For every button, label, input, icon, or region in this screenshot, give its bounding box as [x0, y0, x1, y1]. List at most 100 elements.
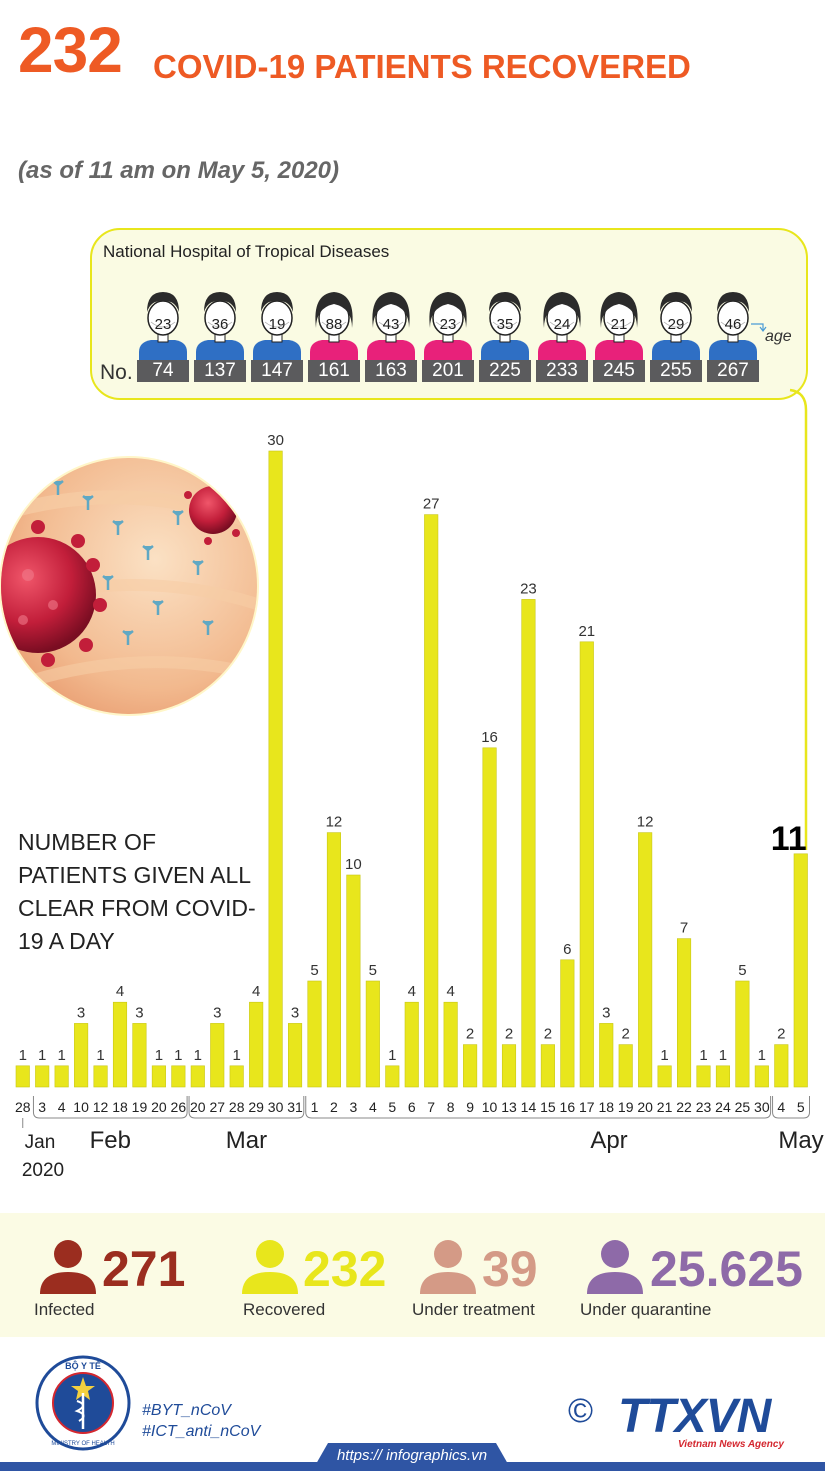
x-tick-label: 5 — [388, 1099, 396, 1115]
month-label: Jan — [25, 1132, 56, 1153]
bar-value-label: 4 — [446, 983, 454, 1000]
patient-age: 29 — [667, 316, 685, 333]
bar-value-label: 3 — [77, 1004, 85, 1021]
bar — [326, 832, 342, 1088]
month-label: Feb — [90, 1127, 131, 1154]
bar — [249, 1001, 264, 1088]
x-tick-label: 25 — [735, 1099, 751, 1115]
bar-value-label: 1 — [19, 1047, 27, 1064]
x-tick-label: 29 — [248, 1099, 264, 1115]
chart-caption: NUMBER OF PATIENTS GIVEN ALL CLEAR FROM … — [18, 829, 256, 954]
hashtag-byt: #BYT_nCoV — [142, 1402, 231, 1419]
patient-card: 46 267 — [707, 288, 759, 384]
bar — [715, 1065, 731, 1088]
person-icon — [242, 1240, 298, 1294]
x-tick-label: 30 — [754, 1099, 770, 1115]
x-tick-label: 5 — [797, 1099, 805, 1115]
patient-card: 21 245 — [593, 288, 645, 384]
x-tick-label: 1 — [311, 1099, 319, 1115]
bar-value-label: 21 — [578, 623, 595, 640]
patient-card: 19 147 — [251, 288, 303, 384]
stat-value: 39 — [482, 1241, 538, 1297]
virus-illustration — [0, 456, 259, 716]
patient-age: 43 — [382, 316, 400, 333]
year-label: 2020 — [22, 1160, 64, 1181]
x-tick-label: 18 — [598, 1099, 614, 1115]
bar — [190, 1065, 205, 1088]
bar-value-label: 1 — [155, 1047, 163, 1064]
bar — [307, 980, 322, 1088]
bar-value-label: 3 — [135, 1004, 143, 1021]
month-bracket — [305, 1096, 772, 1119]
month-bracket — [32, 1096, 188, 1119]
bar — [15, 1065, 30, 1088]
patient-number: 201 — [422, 360, 474, 382]
bar — [346, 874, 361, 1088]
bar-value-label: 1 — [233, 1047, 241, 1064]
stat-label: Under treatment — [412, 1300, 535, 1319]
month-label: May — [778, 1127, 823, 1154]
stats-band — [0, 1213, 825, 1337]
patient-age: 36 — [211, 316, 229, 333]
patient-card: 88 161 — [308, 288, 360, 384]
bar — [112, 1001, 128, 1088]
stat-value: 25.625 — [650, 1241, 803, 1297]
patient-card: 24 233 — [536, 288, 588, 384]
x-tick-label: 28 — [229, 1099, 245, 1115]
bar — [404, 1001, 419, 1088]
logo-bottom-text: MINISTRY OF HEALTH — [51, 1441, 114, 1447]
x-tick-label: 4 — [58, 1099, 66, 1115]
month-bracket — [188, 1096, 305, 1119]
bar — [132, 1023, 147, 1088]
footer-tab — [312, 1443, 512, 1471]
bar — [151, 1065, 166, 1088]
x-tick-label: 26 — [171, 1099, 187, 1115]
bar — [54, 1065, 69, 1088]
x-tick-label: 10 — [482, 1099, 498, 1115]
x-tick-label: 18 — [112, 1099, 128, 1115]
headline-subtitle: (as of 11 am on May 5, 2020) — [18, 157, 340, 184]
bar-value-label: 7 — [680, 920, 688, 937]
bar — [618, 1044, 633, 1088]
bar — [171, 1065, 186, 1088]
hashtag-ict: #ICT_anti_nCoV — [142, 1423, 261, 1440]
x-tick-label: 3 — [350, 1099, 358, 1115]
bar-value-label: 2 — [544, 1026, 552, 1043]
bar-value-label: 12 — [637, 814, 654, 831]
month-bracket — [772, 1096, 810, 1119]
x-tick-label: 15 — [540, 1099, 556, 1115]
x-tick-label: 19 — [132, 1099, 148, 1115]
bar — [735, 980, 750, 1088]
bar-value-label: 1 — [388, 1047, 396, 1064]
patient-card: 23 74 — [137, 288, 189, 384]
bar — [268, 450, 283, 1088]
x-tick-label: 7 — [427, 1099, 435, 1115]
patient-age: 21 — [610, 316, 628, 333]
patient-card: 23 201 — [422, 288, 474, 384]
x-tick-label: 3 — [38, 1099, 46, 1115]
bar — [599, 1023, 614, 1088]
headline-number: 232 — [18, 14, 123, 86]
bar — [443, 1001, 458, 1088]
patient-number: 147 — [251, 360, 303, 382]
x-tick-label: 22 — [676, 1099, 692, 1115]
logo-top-text: BỘ Y TẾ — [65, 1360, 101, 1371]
bar — [754, 1065, 769, 1088]
patient-icon — [253, 292, 301, 362]
x-tick-label: 4 — [369, 1099, 377, 1115]
patient-number: 233 — [536, 360, 588, 382]
x-tick-label: 30 — [268, 1099, 284, 1115]
bar — [93, 1065, 108, 1088]
patient-icon — [196, 292, 244, 362]
patient-number: 137 — [194, 360, 246, 382]
footer-url-link[interactable]: https:// infographics.vn — [336, 1447, 488, 1464]
bar-value-label: 3 — [213, 1004, 221, 1021]
bar-value-label: 27 — [423, 496, 440, 513]
patient-number: 267 — [707, 360, 759, 382]
patient-icon — [481, 292, 529, 362]
patient-card: 36 137 — [194, 288, 246, 384]
x-tick-label: 12 — [93, 1099, 109, 1115]
bar-value-label: 6 — [563, 941, 571, 958]
x-tick-label: 14 — [521, 1099, 537, 1115]
bar — [74, 1023, 89, 1088]
